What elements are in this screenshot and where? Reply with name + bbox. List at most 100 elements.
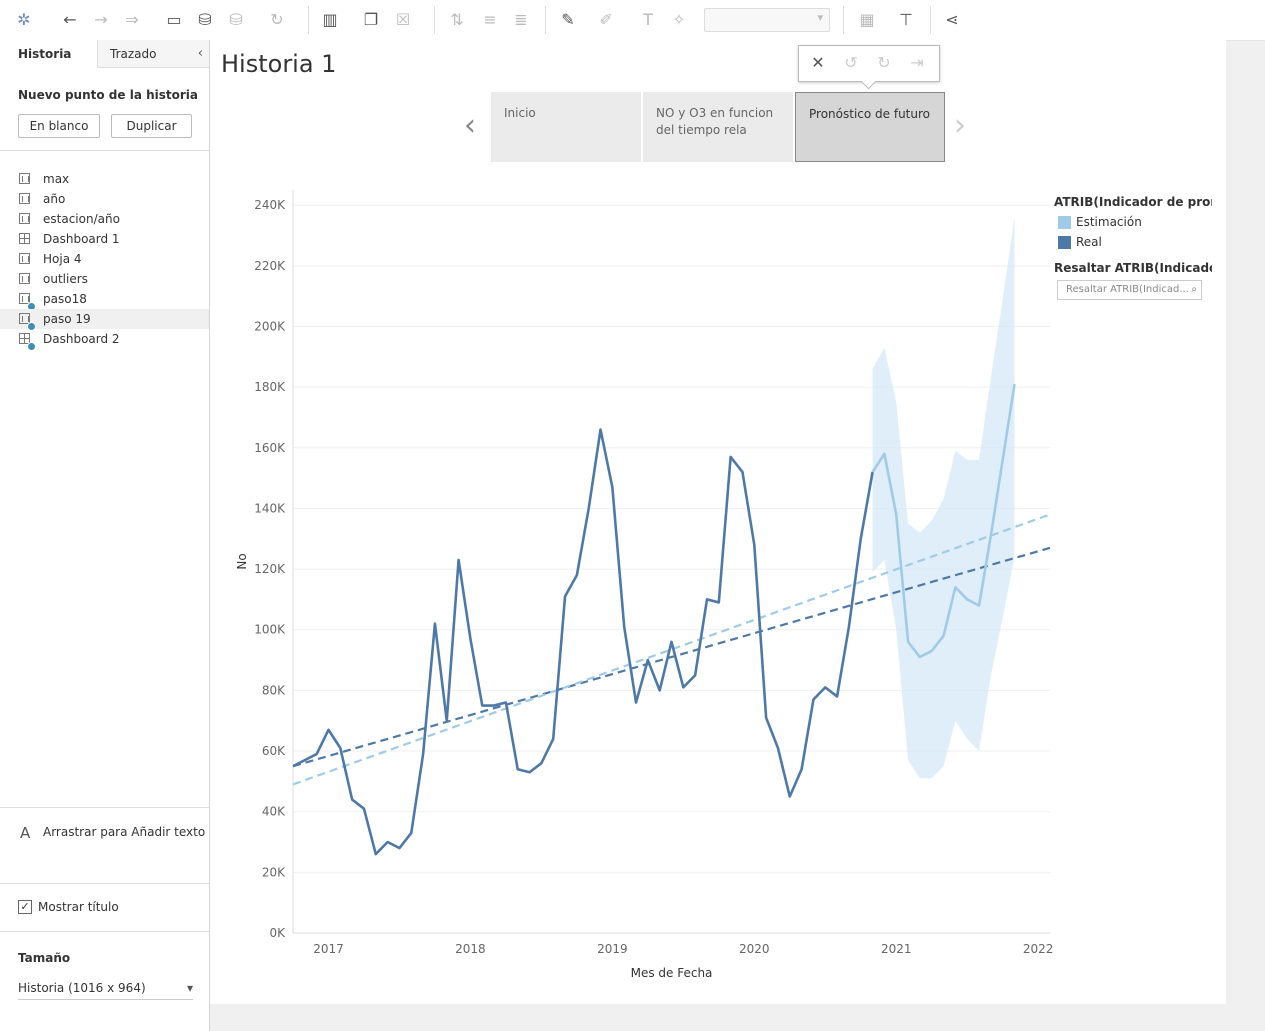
story-title[interactable]: Historia 1 — [221, 50, 337, 78]
drag-text-label: Arrastrar para Añadir texto — [43, 825, 206, 839]
dashboard-icon — [19, 333, 30, 344]
toolbar-separator — [545, 6, 546, 34]
y-tick-label: 120K — [254, 562, 286, 576]
show-title-checkbox[interactable]: ✓ — [18, 900, 32, 914]
toolbar: ✲ ← → ⇒ ▭ ⛁ ⛁ ↻ ▥ ❐ ☒ ⇅ ≡ ≣ ✎ ✐ T ✧ ▦ ⊤ … — [0, 0, 1265, 41]
sheet-item[interactable]: año — [0, 189, 209, 209]
size-dropdown[interactable]: Historia (1016 x 964) — [18, 981, 193, 1000]
collapse-sidebar-icon[interactable]: ‹ — [197, 46, 203, 61]
divider — [0, 931, 209, 932]
presentation-icon[interactable]: ⊤ — [899, 10, 913, 29]
new-story-point-title: Nuevo punto de la historia — [18, 88, 199, 102]
y-tick-label: 100K — [254, 623, 286, 637]
blank-button[interactable]: En blanco — [18, 114, 100, 138]
divider — [0, 150, 209, 151]
show-me-icon[interactable]: ▦ — [859, 10, 875, 29]
divider — [0, 807, 209, 808]
share-icon[interactable]: ⋖ — [945, 10, 959, 29]
refresh-icon[interactable]: ↻ — [270, 10, 284, 29]
y-tick-label: 160K — [254, 441, 286, 455]
worksheet-icon — [19, 293, 30, 304]
y-tick-label: 20K — [262, 865, 286, 879]
sheet-item[interactable]: Dashboard 2 — [0, 329, 209, 351]
search-icon: ⌕ — [1191, 284, 1197, 295]
sort-asc-icon[interactable]: ≡ — [483, 10, 497, 29]
series-line-estimacion[interactable] — [871, 383, 1016, 659]
duplicate-sheet-icon[interactable]: ❐ — [363, 10, 379, 29]
story-point-active[interactable]: Pronóstico de futuro — [795, 92, 945, 162]
y-tick-label: 0K — [269, 926, 286, 940]
new-sheet-icon[interactable]: ▥ — [322, 10, 338, 29]
worksheet-icon — [19, 173, 30, 184]
clear-sheet-icon[interactable]: ☒ — [395, 10, 411, 29]
revert-icon[interactable]: ↺ — [844, 53, 858, 72]
annotate-icon[interactable]: ✐ — [599, 10, 613, 29]
sheet-item[interactable]: max — [0, 169, 209, 189]
save-as-new-icon[interactable]: ⇥ — [910, 53, 924, 72]
highlight-search-input[interactable]: Resaltar ATRIB(Indicad... ⌕ — [1057, 280, 1202, 300]
series-line-real[interactable] — [292, 428, 874, 856]
sort-desc-icon[interactable]: ≣ — [514, 10, 528, 29]
sheet-item[interactable]: paso 19 — [0, 309, 209, 331]
worksheet-icon — [19, 193, 30, 204]
update-icon[interactable]: ↻ — [877, 53, 891, 72]
toolbar-separator — [434, 6, 435, 34]
sheet-item[interactable]: outliers — [0, 269, 209, 289]
x-tick-label: 2021 — [881, 942, 912, 956]
sheet-item[interactable]: Hoja 4 — [0, 249, 209, 269]
toolbar-separator — [308, 6, 309, 34]
worksheet-icon — [19, 313, 30, 324]
highlight-icon[interactable]: ✎ — [561, 10, 575, 29]
next-point-icon[interactable]: › — [954, 108, 966, 143]
text-object-icon: A — [20, 824, 31, 842]
legend-label: Real — [1076, 235, 1102, 249]
story-point-toolbar: ✕ ↺ ↻ ⇥ — [798, 45, 940, 82]
swap-icon[interactable]: ⇅ — [450, 10, 464, 29]
tab-historia[interactable]: Historia — [0, 40, 98, 68]
y-tick-label: 240K — [254, 198, 286, 212]
forecast-line-chart: 0K 20K 40K 60K 80K 100K 120K 140K 160K 180K 200K 22… — [235, 190, 1053, 980]
sheet-label: outliers — [43, 272, 88, 286]
undo-icon[interactable]: ← — [63, 10, 77, 29]
forward-icon[interactable]: ⇒ — [125, 10, 139, 29]
sheet-item[interactable]: paso18 — [0, 289, 209, 311]
save-icon[interactable]: ▭ — [166, 10, 182, 29]
highlight-placeholder: Resaltar ATRIB(Indicad... — [1066, 284, 1189, 295]
redo-icon[interactable]: → — [94, 10, 108, 29]
show-title-label: Mostrar título — [38, 900, 119, 914]
sheet-label: max — [43, 172, 70, 186]
sheet-label: paso 19 — [43, 312, 91, 326]
x-axis-title: Mes de Fecha — [631, 966, 713, 980]
x-tick-label: 2019 — [597, 942, 628, 956]
close-icon[interactable]: ✕ — [811, 53, 825, 72]
worksheet-icon — [19, 253, 30, 264]
sidebar: Historia Trazado ‹ Nuevo punto de la his… — [0, 40, 210, 1031]
tableau-logo-icon[interactable]: ✲ — [17, 10, 31, 29]
toolbar-separator — [843, 6, 844, 34]
x-tick-label: 2018 — [455, 942, 486, 956]
legend-swatch — [1058, 236, 1071, 249]
story-point[interactable]: Inicio — [491, 92, 641, 162]
sheet-item[interactable]: estacion/año — [0, 209, 209, 229]
new-datasource-icon[interactable]: ⛁ — [198, 10, 212, 29]
worksheet-icon — [19, 213, 30, 224]
duplicate-button[interactable]: Duplicar — [111, 114, 192, 138]
y-axis-title: No — [235, 553, 249, 569]
previous-point-icon[interactable]: ‹ — [464, 108, 476, 143]
y-tick-label: 80K — [262, 683, 286, 697]
sheet-item[interactable]: Dashboard 1 — [0, 229, 209, 249]
legend-swatch — [1058, 216, 1071, 229]
pin-icon[interactable]: ✧ — [672, 10, 686, 29]
text-icon[interactable]: T — [643, 10, 653, 29]
fit-select[interactable] — [704, 8, 830, 32]
tab-trazado[interactable]: Trazado — [98, 40, 209, 68]
used-check-icon — [27, 342, 36, 351]
used-check-icon — [27, 322, 36, 331]
sheet-label: estacion/año — [43, 212, 120, 226]
y-tick-label: 220K — [254, 259, 286, 273]
dashboard-icon — [19, 233, 30, 244]
y-tick-label: 180K — [254, 380, 286, 394]
story-point[interactable]: NO y O3 en funcion del tiempo rela — [643, 92, 793, 162]
y-tick-label: 60K — [262, 744, 286, 758]
datasource-icon[interactable]: ⛁ — [229, 10, 243, 29]
